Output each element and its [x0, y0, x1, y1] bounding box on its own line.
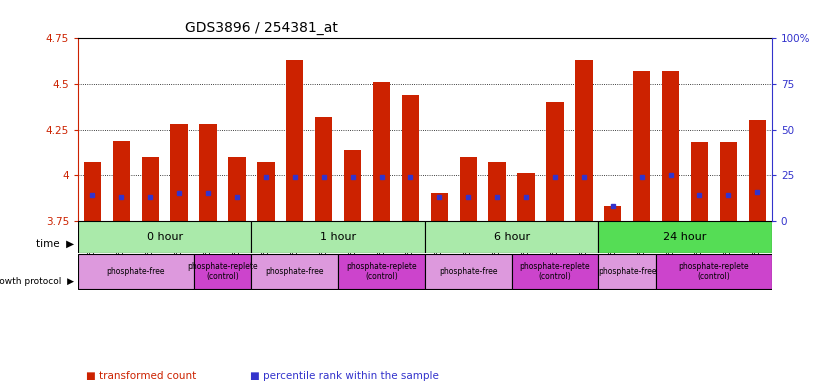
Text: phosphate-free: phosphate-free [598, 267, 657, 276]
Bar [517, 174, 534, 221]
Bar [344, 150, 361, 221]
Bar [599, 222, 772, 253]
Bar [511, 254, 599, 289]
Bar [690, 142, 709, 221]
Bar [425, 222, 599, 253]
Bar [633, 71, 650, 221]
Bar [251, 222, 425, 253]
Text: phosphate-replete
(control): phosphate-replete (control) [520, 262, 590, 281]
Text: phosphate-replete
(control): phosphate-replete (control) [346, 262, 417, 281]
Text: ■ percentile rank within the sample: ■ percentile rank within the sample [250, 371, 439, 381]
Bar [315, 117, 333, 221]
Bar [401, 95, 419, 221]
Bar [112, 141, 130, 221]
Bar [749, 121, 766, 221]
Bar [604, 206, 621, 221]
Bar [425, 254, 511, 289]
Bar [662, 71, 679, 221]
Bar [228, 157, 245, 221]
Bar [656, 254, 772, 289]
Text: 0 hour: 0 hour [147, 232, 183, 242]
Text: 1 hour: 1 hour [320, 232, 356, 242]
Text: ■ transformed count: ■ transformed count [86, 371, 196, 381]
Bar [171, 124, 188, 221]
Bar [141, 157, 159, 221]
Bar [78, 222, 251, 253]
Bar [84, 162, 101, 221]
Bar [200, 124, 217, 221]
Text: phosphate-free: phosphate-free [265, 267, 324, 276]
Text: GDS3896 / 254381_at: GDS3896 / 254381_at [185, 21, 337, 35]
Bar [338, 254, 425, 289]
Bar [257, 162, 274, 221]
Bar [576, 60, 593, 221]
Bar [460, 157, 477, 221]
Bar [287, 60, 304, 221]
Text: phosphate-replete
(control): phosphate-replete (control) [679, 262, 750, 281]
Text: time  ▶: time ▶ [36, 239, 74, 249]
Text: 24 hour: 24 hour [663, 232, 707, 242]
Bar [373, 82, 390, 221]
Bar [599, 254, 656, 289]
Bar [78, 254, 194, 289]
Bar [251, 254, 338, 289]
Bar [546, 102, 564, 221]
Bar [194, 254, 251, 289]
Bar [488, 162, 506, 221]
Text: phosphate-replete
(control): phosphate-replete (control) [187, 262, 258, 281]
Text: growth protocol  ▶: growth protocol ▶ [0, 277, 74, 286]
Text: phosphate-free: phosphate-free [107, 267, 165, 276]
Text: phosphate-free: phosphate-free [439, 267, 498, 276]
Text: 6 hour: 6 hour [493, 232, 530, 242]
Bar [720, 142, 737, 221]
Bar [431, 194, 448, 221]
